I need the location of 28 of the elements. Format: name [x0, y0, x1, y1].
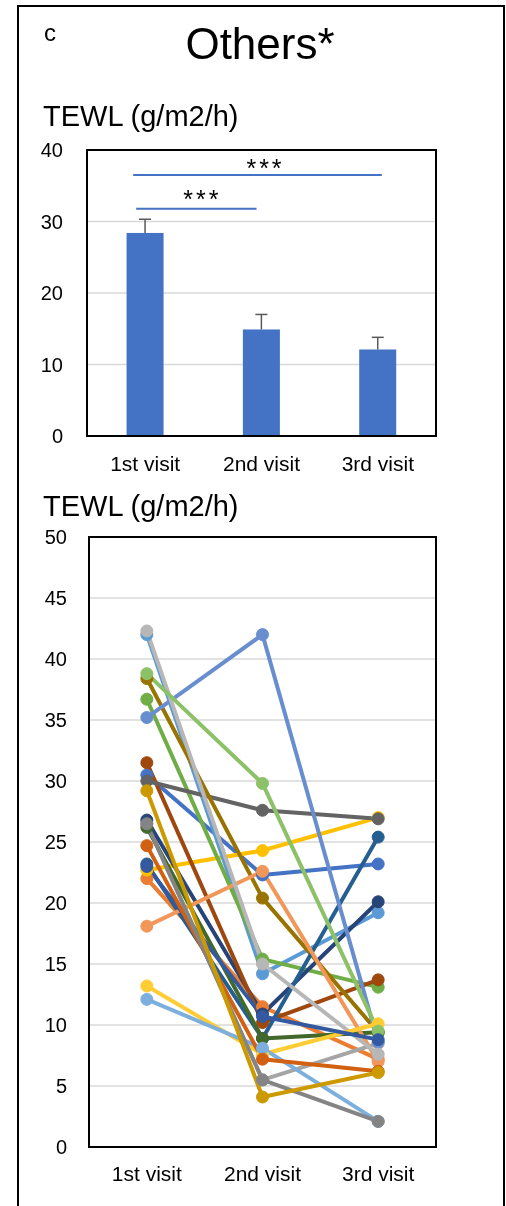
- y-tick-label: 15: [44, 953, 67, 976]
- y-tick-label: 45: [44, 587, 67, 610]
- y-tick-label: 30: [40, 210, 63, 233]
- x-tick-label: 3rd visit: [341, 1161, 415, 1185]
- x-tick-label: 2nd visit: [223, 1161, 302, 1185]
- y-tick-label: 20: [44, 892, 67, 915]
- y-tick-label: 20: [40, 282, 63, 305]
- y-tick-label: 40: [44, 648, 67, 671]
- y-tick-label: 0: [51, 425, 63, 448]
- chart-title: Others*: [184, 19, 336, 68]
- y-tick-label: 25: [44, 831, 67, 854]
- x-tick-label: 2nd visit: [222, 451, 301, 475]
- text: c: [44, 19, 56, 46]
- x-tick-label: 1st visit: [110, 451, 181, 475]
- y-axis-title: TEWL (g/m2/h): [43, 490, 239, 522]
- x-tick-label: 1st visit: [111, 1161, 182, 1185]
- x-tick-label: 3rd visit: [341, 451, 415, 475]
- annotation: ***: [183, 184, 222, 213]
- annotation: ***: [246, 153, 285, 182]
- y-tick-label: 10: [40, 353, 63, 376]
- y-tick-label: 10: [44, 1014, 67, 1037]
- y-tick-label: 40: [40, 139, 63, 162]
- y-tick-label: 5: [55, 1075, 67, 1098]
- y-tick-label: 50: [44, 526, 67, 549]
- y-tick-label: 30: [44, 770, 67, 793]
- y-tick-label: 0: [55, 1136, 67, 1159]
- y-axis-title: TEWL (g/m2/h): [43, 100, 239, 132]
- y-tick-label: 35: [44, 709, 67, 732]
